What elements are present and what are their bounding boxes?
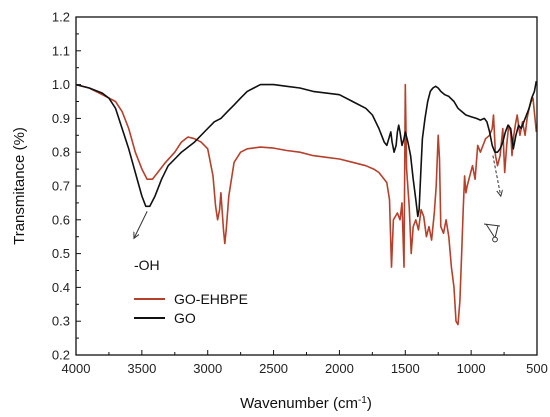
x-tick-label: 2000 <box>325 361 354 376</box>
y-tick-label: 1.1 <box>52 43 70 58</box>
legend-label-go: GO <box>174 310 196 326</box>
y-tick-label: 1.0 <box>52 77 70 92</box>
x-axis-title: Wavenumber (cm-1) <box>240 395 372 413</box>
legend-label-go-ehbpe: GO-EHBPE <box>174 291 248 307</box>
y-axis-title: Transmitance (%) <box>11 127 28 245</box>
y-tick-label: 0.4 <box>52 280 70 295</box>
y-tick-label: 0.2 <box>52 348 70 363</box>
annotations: -OH <box>134 155 501 273</box>
legend: GO-EHBPE GO <box>134 291 248 326</box>
annotation-oh-label: -OH <box>134 257 160 273</box>
y-tick-label: 0.5 <box>52 246 70 261</box>
annotation-epoxide-arrow <box>492 155 501 197</box>
y-tick-label: 0.3 <box>52 314 70 329</box>
annotation-oh-arrow <box>134 211 148 238</box>
x-tick-label: 3500 <box>127 361 156 376</box>
x-tick-label: 4000 <box>62 361 91 376</box>
y-tick-label: 0.9 <box>52 111 70 126</box>
x-tick-label: 2500 <box>259 361 288 376</box>
x-axis: 4000 3500 3000 2500 2000 1500 1000 500 <box>62 350 548 376</box>
x-tick-label: 1000 <box>457 361 486 376</box>
x-tick-label: 1500 <box>391 361 420 376</box>
series-line-go <box>75 81 538 218</box>
y-axis: 0.2 0.3 0.4 0.5 0.6 0.7 0.8 0.9 1.0 1.1 1.2 <box>52 10 81 363</box>
y-tick-label: 0.6 <box>52 212 70 227</box>
series-line-go-ehbpe <box>75 83 538 326</box>
y-tick-label: 1.2 <box>52 10 70 25</box>
epoxide-icon <box>483 223 501 243</box>
series-layer <box>75 81 538 326</box>
x-tick-label: 3000 <box>193 361 222 376</box>
y-tick-label: 0.8 <box>52 145 70 160</box>
x-tick-label: 500 <box>526 361 548 376</box>
y-tick-label: 0.7 <box>52 179 70 194</box>
